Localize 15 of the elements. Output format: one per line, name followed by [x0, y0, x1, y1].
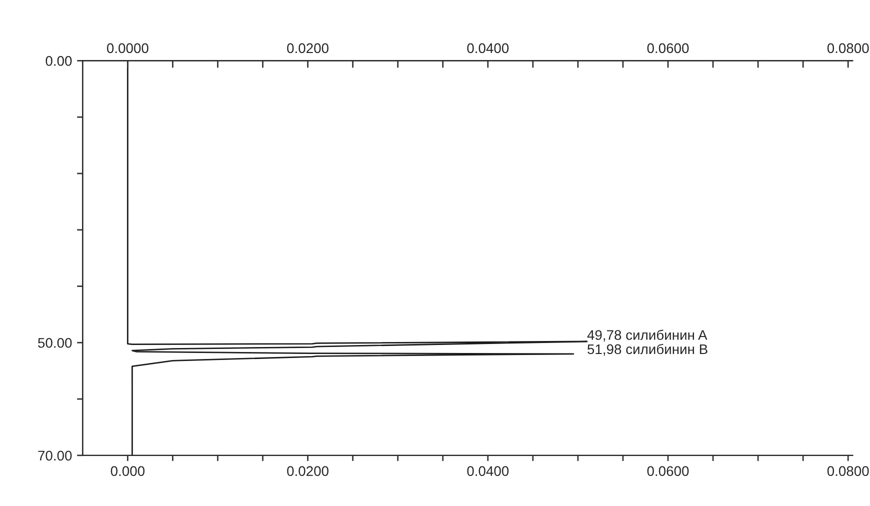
- annotation: 49,78 силибинин A: [587, 330, 708, 342]
- x2-tick-label: 0.0200: [287, 43, 328, 54]
- y-tick-label: 0.00: [46, 56, 72, 66]
- x-tick-label: 0.0800: [827, 466, 869, 476]
- x-tick-label: 0.0400: [467, 466, 509, 476]
- x2-tick-label: 0.0800: [827, 43, 869, 54]
- x2-tick-label: 0.0000: [106, 43, 148, 54]
- x-tick-label: 0.0200: [287, 466, 328, 476]
- y-tick-label: 70.00: [38, 450, 72, 461]
- x2-tick-label: 0.0400: [467, 43, 509, 54]
- x-tick-label: 0.0600: [647, 466, 689, 476]
- annotation: 51,98 силибинин B: [588, 344, 708, 356]
- x-tick-label: 0.000: [110, 466, 145, 476]
- y-tick-label: 50.00: [38, 338, 72, 348]
- x2-tick-label: 0.0600: [647, 43, 689, 54]
